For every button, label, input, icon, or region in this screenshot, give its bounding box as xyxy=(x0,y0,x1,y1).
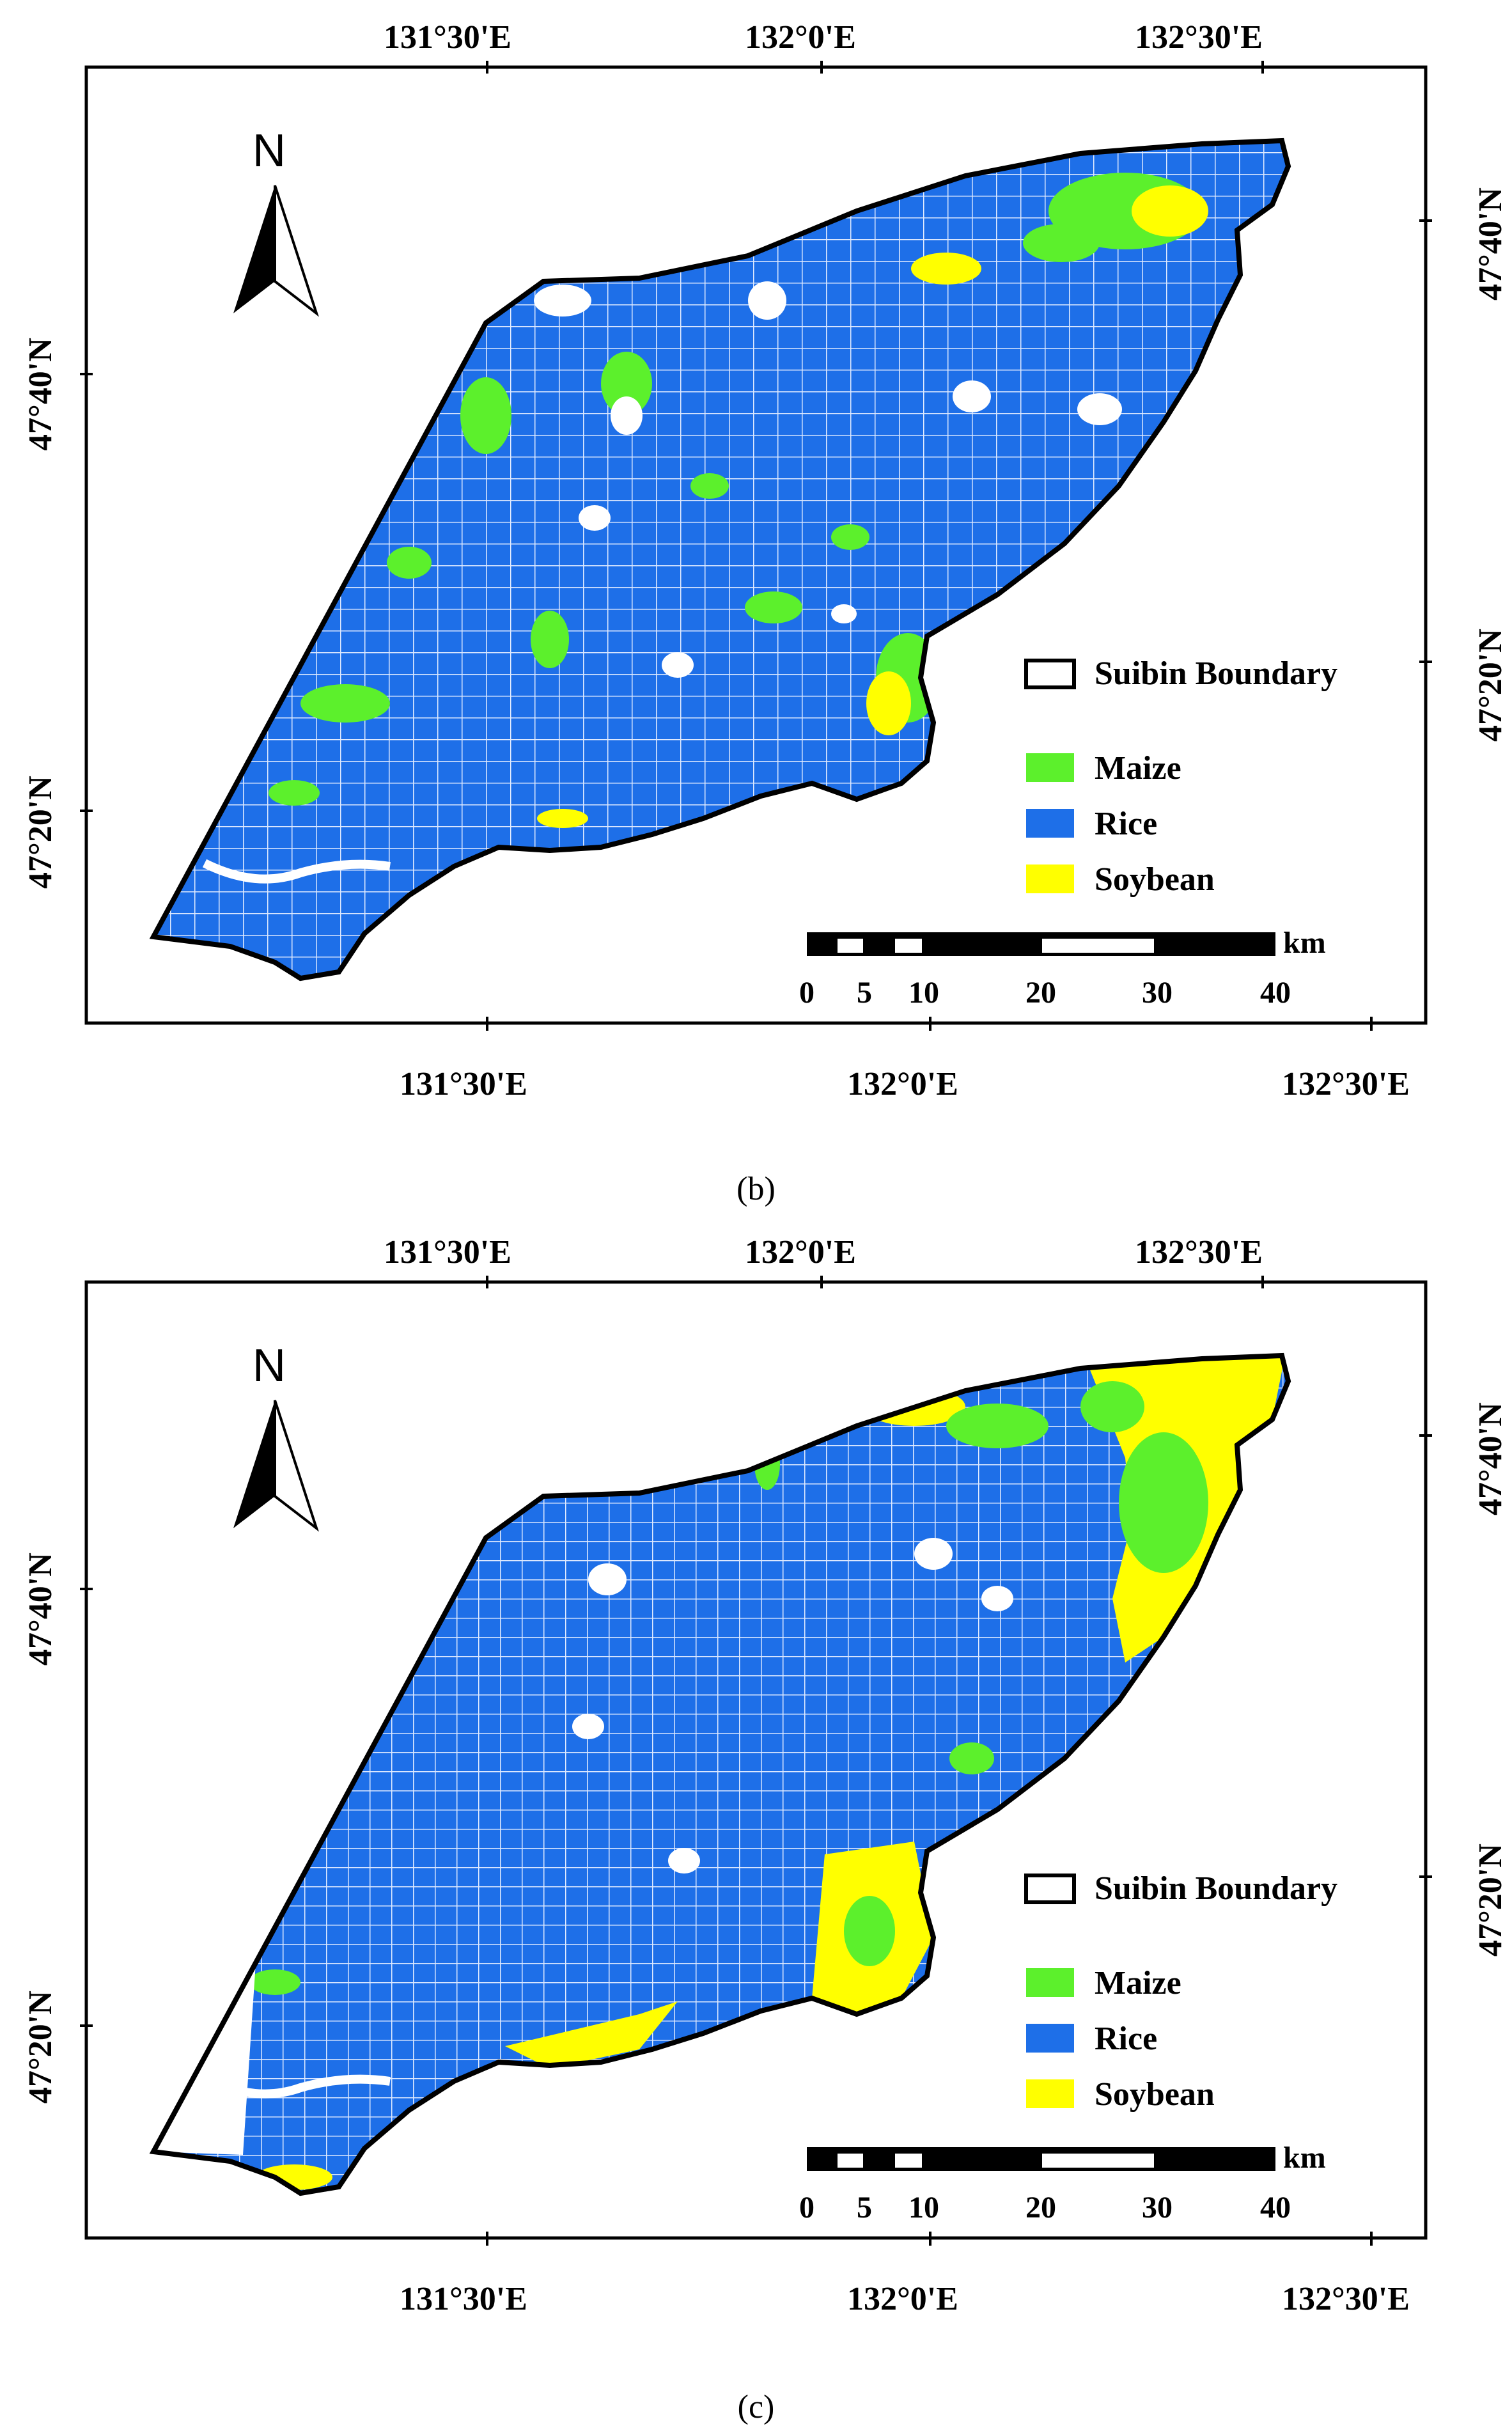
scale-tick-20: 20 xyxy=(1025,976,1056,1010)
legend-swatch-soybean xyxy=(1026,864,1074,893)
right-lat-label-2: 47°20'N xyxy=(1472,1843,1509,1957)
bottom-lon-label-1: 131°30'E xyxy=(400,1066,527,1102)
map-svg-b: 131°30'E 132°0'E 132°30'E 131°30'E 132°0… xyxy=(22,19,1509,1102)
boundary-swatch xyxy=(1024,1874,1076,1904)
suibin-boundary xyxy=(149,1352,1291,2196)
legend-label-soybean: Soybean xyxy=(1095,2076,1215,2113)
bottom-lon-label-2: 132°0'E xyxy=(847,1066,958,1102)
legend-boundary-label: Suibin Boundary xyxy=(1095,655,1337,692)
legend-label-maize: Maize xyxy=(1095,1965,1181,2001)
scale-tick-5: 5 xyxy=(857,976,872,1010)
bottom-lon-label-1: 131°30'E xyxy=(400,2281,527,2317)
right-lat-label-2: 47°20'N xyxy=(1472,629,1509,742)
scale-tick-20: 20 xyxy=(1025,2191,1056,2225)
frame-ticks xyxy=(80,1276,1432,2246)
panel-caption-b: (b) xyxy=(737,1171,775,1207)
soybean-patches xyxy=(537,185,1208,828)
left-lat-label-2: 47°20'N xyxy=(22,776,59,889)
north-arrow-right-icon xyxy=(274,185,319,317)
north-label: N xyxy=(253,125,286,176)
left-lat-label-2: 47°20'N xyxy=(22,1991,59,2104)
legend-label-maize: Maize xyxy=(1095,750,1181,786)
map-svg-c: 131°30'E 132°0'E 132°30'E 131°30'E 132°0… xyxy=(22,1234,1509,2317)
legend-swatch-rice xyxy=(1026,2024,1074,2053)
top-lon-label-1: 131°30'E xyxy=(384,1234,511,1271)
north-arrow: N xyxy=(233,125,319,317)
right-lat-label-1: 47°40'N xyxy=(1472,187,1509,301)
top-lon-label-2: 132°0'E xyxy=(745,1234,856,1271)
legend: Suibin Boundary Maize Rice Soybean xyxy=(1024,1870,1337,2113)
non-crop-areas xyxy=(202,281,1122,884)
scale-unit: km xyxy=(1283,926,1326,960)
left-lat-label-1: 47°40'N xyxy=(22,338,59,451)
top-lon-label-3: 132°30'E xyxy=(1135,1234,1263,1271)
left-lat-label-1: 47°40'N xyxy=(22,1553,59,1666)
scale-tick-40: 40 xyxy=(1260,2191,1291,2225)
north-arrow-right-icon xyxy=(274,1400,319,1532)
top-lon-label-1: 131°30'E xyxy=(384,19,511,56)
legend-swatch-rice xyxy=(1026,809,1074,838)
scale-tick-10: 10 xyxy=(908,2191,939,2225)
north-arrow: N xyxy=(233,1340,319,1532)
legend-swatch-maize xyxy=(1026,1968,1074,1997)
bottom-lon-label-3: 132°30'E xyxy=(1282,1066,1410,1102)
north-arrow-left-icon xyxy=(233,1400,275,1528)
bottom-lon-label-2: 132°0'E xyxy=(847,2281,958,2317)
legend-label-rice: Rice xyxy=(1095,806,1157,842)
legend-label-soybean: Soybean xyxy=(1095,861,1215,898)
map-panel-c: 131°30'E 132°0'E 132°30'E 131°30'E 132°0… xyxy=(0,1215,1512,2430)
legend-boundary-label: Suibin Boundary xyxy=(1095,1870,1337,1907)
scale-tick-5: 5 xyxy=(857,2191,872,2225)
scale-tick-30: 30 xyxy=(1142,976,1173,1010)
top-lon-label-2: 132°0'E xyxy=(745,19,856,56)
frame-ticks xyxy=(80,61,1432,1031)
bottom-lon-label-3: 132°30'E xyxy=(1282,2281,1410,2317)
north-label: N xyxy=(253,1340,286,1391)
scale-tick-40: 40 xyxy=(1260,976,1291,1010)
maize-patches xyxy=(249,1381,1208,1995)
legend: Suibin Boundary Maize Rice Soybean xyxy=(1024,655,1337,898)
north-arrow-left-icon xyxy=(233,185,275,313)
right-lat-label-1: 47°40'N xyxy=(1472,1402,1509,1515)
scale-bar: km 0 5 10 20 30 40 xyxy=(799,2141,1326,2225)
top-lon-label-3: 132°30'E xyxy=(1135,19,1263,56)
scale-tick-10: 10 xyxy=(908,976,939,1010)
scale-unit: km xyxy=(1283,2141,1326,2175)
map-panel-b: 131°30'E 132°0'E 132°30'E 131°30'E 132°0… xyxy=(0,0,1512,1215)
panel-caption-c: (c) xyxy=(737,2389,775,2425)
legend-label-rice: Rice xyxy=(1095,2021,1157,2057)
scale-bar: km 0 5 10 20 30 40 xyxy=(799,926,1326,1010)
legend-swatch-maize xyxy=(1026,753,1074,782)
scale-tick-30: 30 xyxy=(1142,2191,1173,2225)
boundary-swatch xyxy=(1024,659,1076,689)
legend-swatch-soybean xyxy=(1026,2079,1074,2108)
scale-tick-0: 0 xyxy=(799,2191,814,2225)
suibin-boundary xyxy=(149,137,1291,982)
scale-tick-0: 0 xyxy=(799,976,814,1010)
